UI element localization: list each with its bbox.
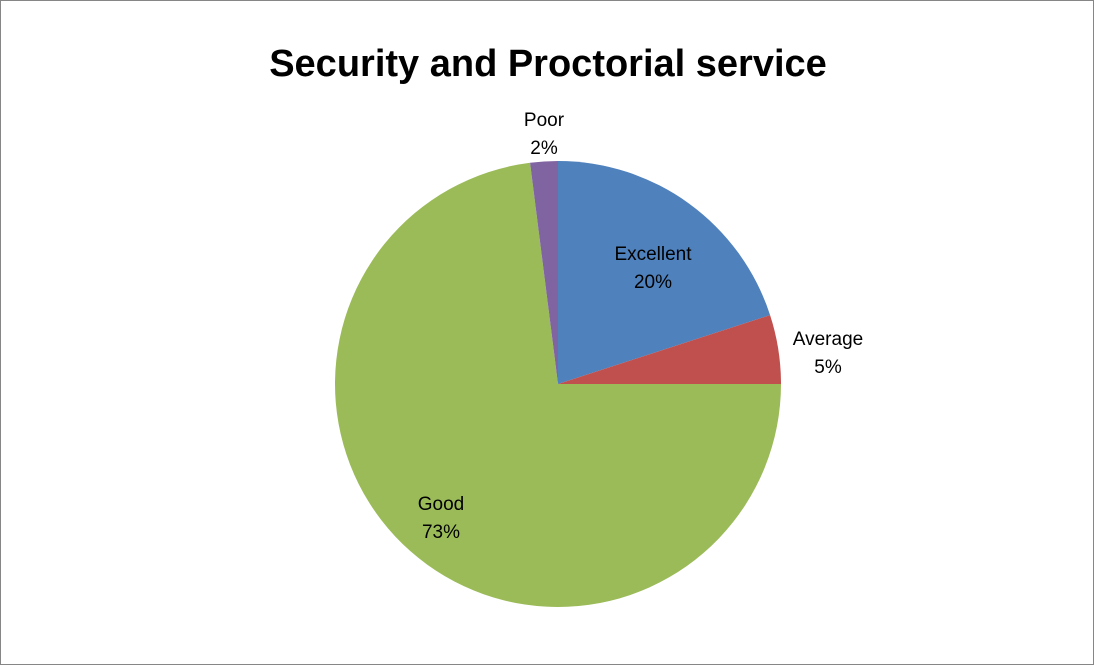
slice-label-excellent: Excellent [614, 244, 692, 265]
slice-percent-average: 5% [814, 357, 842, 378]
slice-percent-poor: 2% [530, 138, 558, 159]
slice-label-average: Average [793, 329, 863, 350]
slice-label-good: Good [418, 494, 464, 515]
chart-title: Security and Proctorial service [269, 43, 827, 85]
pie-slice-poor [530, 161, 558, 384]
pie-slice-good [335, 162, 781, 607]
slice-percent-good: 73% [422, 522, 460, 543]
pie-slice-excellent [558, 161, 771, 384]
slice-label-poor: Poor [524, 110, 565, 131]
pie-slice-average [558, 315, 781, 384]
slice-percent-excellent: 20% [634, 272, 672, 293]
